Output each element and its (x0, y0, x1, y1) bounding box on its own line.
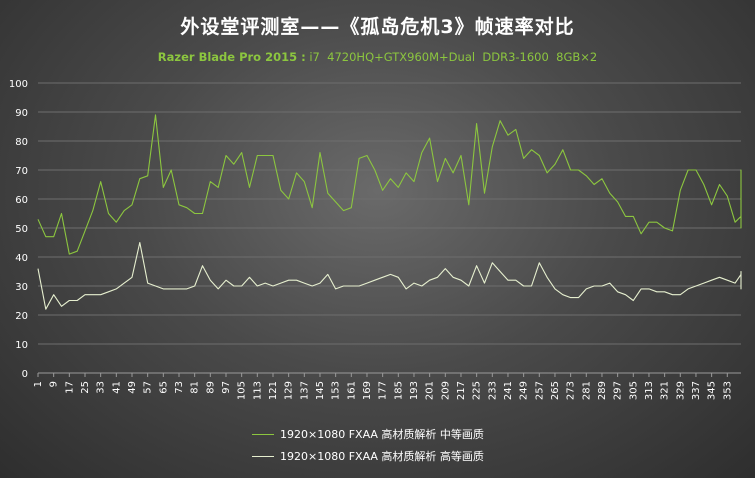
series-line-2 (37, 241, 742, 310)
x-tick-label: 129 (284, 381, 295, 400)
x-tick-label: 97 (221, 381, 232, 394)
y-tick-label: 50 (15, 224, 28, 235)
x-tick-label: 281 (581, 381, 592, 400)
x-tick-label: 121 (268, 381, 279, 400)
x-axis-ticks: 1 9 17 25 33 41 49 57 65 73 81 89 97 105 113 121 129 137 1… (33, 373, 733, 400)
y-tick-label: 90 (15, 108, 28, 119)
x-tick-label: 81 (190, 381, 201, 394)
x-tick-label: 217 (456, 381, 467, 400)
x-tick-label: 353 (722, 381, 733, 400)
legend-label-series-1: 1920×1080 FXAA 高材质解析 中等画质 (280, 428, 484, 441)
x-tick-label: 305 (628, 381, 639, 400)
legend: 1920×1080 FXAA 高材质解析 中等画质 1920×1080 FXAA… (252, 423, 484, 467)
x-tick-label: 113 (252, 381, 263, 400)
x-tick-label: 41 (111, 381, 122, 394)
chart-title: 外设堂评测室——《孤岛危机3》帧速率对比 (180, 16, 575, 38)
x-tick-label: 337 (691, 381, 702, 400)
x-tick-label: 241 (503, 381, 514, 400)
x-tick-label: 177 (378, 381, 389, 400)
legend-item-series-2[interactable]: 1920×1080 FXAA 高材质解析 高等画质 (252, 445, 484, 467)
y-tick-label: 0 (22, 369, 28, 380)
series-line-1 (37, 114, 742, 255)
x-tick-label: 201 (425, 381, 436, 400)
x-tick-label: 57 (143, 381, 154, 394)
y-tick-label: 100 (9, 79, 28, 90)
y-tick-label: 30 (15, 282, 28, 293)
x-tick-label: 65 (158, 381, 169, 394)
x-tick-label: 249 (519, 381, 530, 400)
gridlines (38, 82, 741, 374)
x-tick-label: 193 (409, 381, 420, 400)
x-tick-label: 161 (346, 381, 357, 400)
legend-swatch-series-1 (252, 433, 274, 435)
x-tick-label: 1 (33, 381, 44, 387)
x-tick-label: 137 (299, 381, 310, 400)
subtitle-specs: i7 4720HQ+GTX960M+Dual DDR3-1600 8GB×2 (305, 50, 598, 64)
legend-swatch-series-2 (252, 455, 274, 457)
x-tick-label: 33 (96, 381, 107, 394)
x-tick-label: 297 (613, 381, 624, 400)
x-tick-label: 89 (205, 381, 216, 394)
x-tick-label: 209 (440, 381, 451, 400)
x-tick-label: 169 (362, 381, 373, 400)
y-tick-label: 40 (15, 253, 28, 264)
series-lines (37, 114, 742, 310)
x-tick-label: 321 (660, 381, 671, 400)
legend-item-series-1[interactable]: 1920×1080 FXAA 高材质解析 中等画质 (252, 423, 484, 445)
y-axis-ticks: 0 10 20 30 40 50 60 70 80 90 100 (9, 79, 28, 380)
x-tick-label: 9 (49, 381, 60, 387)
x-tick-label: 145 (315, 381, 326, 400)
x-tick-label: 329 (675, 381, 686, 400)
x-tick-label: 233 (487, 381, 498, 400)
x-tick-label: 265 (550, 381, 561, 400)
y-tick-label: 80 (15, 137, 28, 148)
y-tick-label: 10 (15, 340, 28, 351)
x-tick-label: 185 (393, 381, 404, 400)
x-tick-label: 225 (472, 381, 483, 400)
x-tick-label: 153 (331, 381, 342, 400)
x-tick-label: 273 (566, 381, 577, 400)
x-tick-label: 73 (174, 381, 185, 394)
chart-subtitle: Razer Blade Pro 2015 : i7 4720HQ+GTX960M… (0, 50, 755, 64)
y-tick-label: 70 (15, 166, 28, 177)
legend-label-series-2: 1920×1080 FXAA 高材质解析 高等画质 (280, 450, 484, 463)
x-tick-label: 105 (237, 381, 248, 400)
subtitle-device: Razer Blade Pro 2015 : (157, 50, 306, 64)
x-tick-label: 289 (597, 381, 608, 400)
x-tick-label: 313 (644, 381, 655, 400)
y-tick-label: 20 (15, 311, 28, 322)
x-tick-label: 49 (127, 381, 138, 394)
y-tick-label: 60 (15, 195, 28, 206)
x-tick-label: 345 (707, 381, 718, 400)
x-tick-label: 25 (80, 381, 91, 394)
x-tick-label: 17 (64, 381, 75, 394)
x-tick-label: 257 (534, 381, 545, 400)
